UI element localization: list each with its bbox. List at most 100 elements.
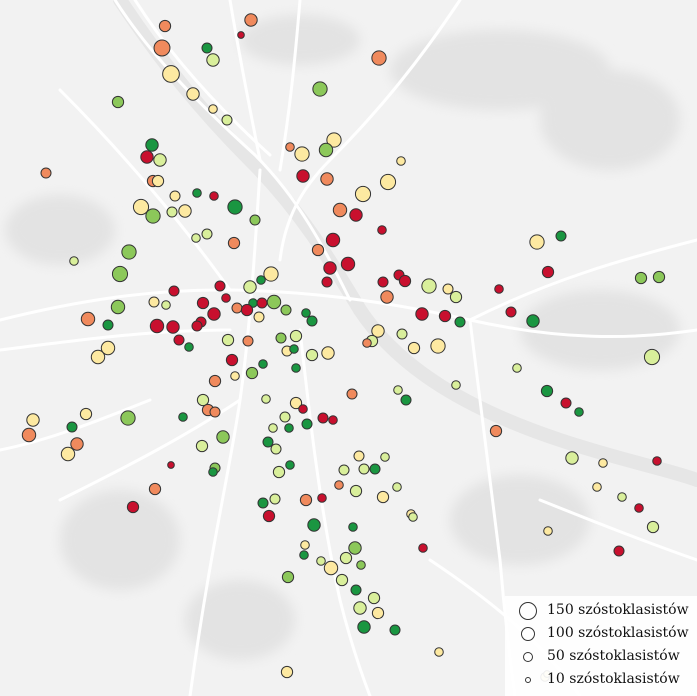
school-marker: [617, 492, 627, 502]
school-marker: [206, 53, 220, 67]
school-marker: [349, 484, 363, 498]
school-marker: [335, 573, 349, 587]
school-marker: [348, 541, 362, 555]
school-marker: [216, 430, 230, 444]
legend-row-50: 50 szóstoklasistów: [505, 646, 697, 668]
school-marker: [268, 423, 278, 433]
school-marker: [350, 584, 362, 596]
terrain-shading: [5, 15, 680, 660]
school-marker: [270, 443, 282, 455]
school-marker: [338, 464, 350, 476]
school-marker: [173, 334, 185, 346]
school-marker: [392, 482, 402, 492]
school-marker: [377, 276, 389, 288]
school-marker: [376, 490, 390, 504]
school-marker: [148, 296, 160, 308]
school-marker: [166, 206, 178, 218]
school-marker: [225, 353, 239, 367]
school-marker: [398, 274, 412, 288]
school-marker: [149, 318, 165, 334]
school-marker: [380, 290, 394, 304]
school-marker: [214, 280, 226, 292]
school-marker: [396, 328, 408, 340]
school-marker: [79, 407, 93, 421]
school-marker: [192, 188, 202, 198]
school-marker: [256, 275, 266, 285]
school-marker: [196, 296, 210, 310]
school-marker: [166, 320, 180, 334]
school-marker: [151, 174, 165, 188]
legend-circle-50: [523, 652, 533, 662]
school-marker: [353, 601, 367, 615]
school-marker: [201, 42, 213, 54]
school-marker: [201, 228, 213, 240]
school-marker: [323, 261, 337, 275]
school-marker: [280, 304, 292, 316]
school-marker: [184, 342, 194, 352]
school-marker: [340, 256, 356, 272]
school-marker: [489, 424, 503, 438]
school-marker: [543, 526, 553, 536]
school-marker: [153, 39, 171, 57]
school-marker: [494, 284, 504, 294]
school-marker: [321, 346, 335, 360]
school-marker: [332, 202, 348, 218]
school-marker: [196, 393, 210, 407]
legend: 150 szóstoklasistów 100 szóstoklasistów …: [505, 596, 697, 696]
school-marker: [540, 384, 554, 398]
school-marker: [560, 397, 572, 409]
school-marker: [380, 452, 390, 462]
school-marker: [430, 338, 446, 354]
school-marker: [257, 497, 269, 509]
school-marker: [221, 114, 233, 126]
school-marker: [305, 348, 319, 362]
school-marker: [652, 456, 662, 466]
school-marker: [195, 439, 209, 453]
school-marker: [209, 191, 219, 201]
school-marker: [325, 232, 341, 248]
school-marker: [512, 363, 522, 373]
legend-label-100: 100 szóstoklasistów: [547, 625, 689, 641]
school-marker: [652, 270, 666, 284]
school-marker: [191, 233, 201, 243]
river: [113, 0, 697, 487]
school-marker: [317, 493, 327, 503]
school-marker: [266, 294, 282, 310]
school-marker: [354, 185, 372, 203]
school-marker: [555, 230, 567, 242]
school-marker: [191, 320, 203, 332]
legend-circle-10: [525, 677, 531, 683]
school-marker: [396, 156, 406, 166]
school-marker: [121, 244, 137, 260]
school-marker: [299, 550, 309, 560]
school-marker: [379, 173, 397, 191]
school-marker: [227, 199, 243, 215]
school-marker: [208, 104, 218, 114]
school-marker: [307, 518, 321, 532]
school-marker: [178, 204, 192, 218]
school-marker: [231, 302, 243, 314]
school-marker: [26, 413, 40, 427]
school-marker: [316, 556, 326, 566]
school-marker: [21, 427, 37, 443]
school-marker: [221, 333, 235, 347]
school-marker: [269, 493, 281, 505]
school-marker: [367, 591, 381, 605]
school-marker: [120, 410, 136, 426]
school-marker: [334, 480, 344, 490]
school-marker: [280, 665, 294, 679]
school-marker: [449, 290, 463, 304]
legend-row-10: 10 szóstoklasistów: [505, 669, 697, 691]
school-marker: [541, 265, 555, 279]
school-marker: [140, 150, 154, 164]
school-marker: [102, 319, 114, 331]
school-marker: [60, 446, 76, 462]
school-marker: [613, 545, 625, 557]
legend-circle-100: [521, 627, 535, 641]
school-marker: [253, 311, 265, 323]
school-marker: [245, 366, 259, 380]
school-marker: [294, 146, 310, 162]
school-marker: [289, 329, 303, 343]
school-marker: [162, 65, 180, 83]
